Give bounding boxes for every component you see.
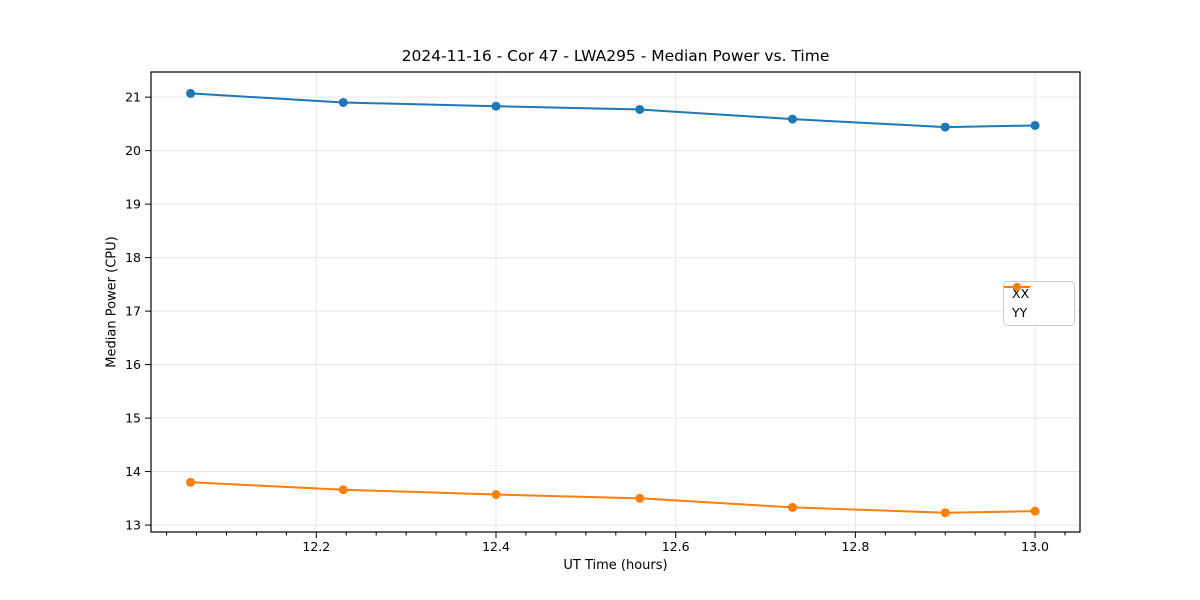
legend: XX YY	[1003, 281, 1075, 326]
y-tick-label: 19	[125, 197, 141, 212]
y-axis-label: Median Power (CPU)	[104, 236, 120, 368]
x-tick-label: 12.6	[662, 539, 690, 554]
x-tick-label: 12.8	[841, 539, 869, 554]
series-line-xx	[189, 92, 1037, 129]
data-point-xx	[635, 104, 645, 114]
x-tick-label: 13.0	[1021, 539, 1049, 554]
plot-border	[150, 71, 1081, 533]
data-point-xx	[338, 97, 348, 107]
y-tick-label: 18	[125, 250, 141, 265]
data-point-yy	[338, 485, 348, 495]
y-tick-label: 17	[125, 304, 141, 319]
legend-label-yy: YY	[1012, 305, 1028, 320]
y-tick-label: 15	[125, 411, 141, 426]
data-point-xx	[1030, 120, 1040, 130]
x-axis-label: UT Time (hours)	[563, 558, 668, 573]
data-point-yy	[491, 490, 501, 500]
chart-title: 2024-11-16 - Cor 47 - LWA295 - Median Po…	[401, 47, 830, 65]
data-point-yy	[635, 493, 645, 503]
data-point-yy	[787, 502, 797, 512]
x-tick-label: 12.2	[302, 539, 330, 554]
y-tick-label: 16	[125, 357, 141, 372]
series-line-yy	[189, 481, 1037, 514]
y-tick-label: 21	[125, 90, 141, 105]
data-point-xx	[940, 122, 950, 132]
legend-line-marker-yy-icon	[1004, 283, 1030, 291]
data-point-yy	[186, 477, 196, 487]
data-point-xx	[186, 88, 196, 98]
x-tick-label: 12.4	[482, 539, 510, 554]
data-point-xx	[491, 101, 501, 111]
y-tick-label: 13	[125, 518, 141, 533]
legend-item-yy: YY	[1004, 283, 1074, 324]
data-point-yy	[1030, 506, 1040, 516]
data-point-yy	[940, 508, 950, 518]
y-tick-label: 20	[125, 143, 141, 158]
data-point-xx	[787, 114, 797, 124]
y-tick-label: 14	[125, 464, 141, 479]
